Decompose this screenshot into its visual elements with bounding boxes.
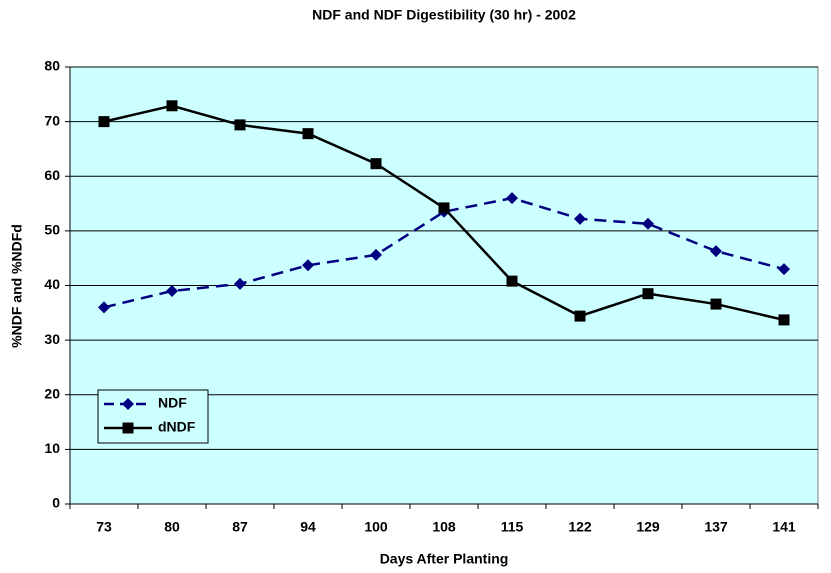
x-tick-label: 129 bbox=[636, 519, 660, 535]
x-tick-label: 94 bbox=[300, 519, 316, 535]
data-point bbox=[574, 212, 586, 225]
x-tick-label: 87 bbox=[232, 519, 248, 535]
data-point bbox=[710, 298, 722, 310]
data-point bbox=[302, 128, 314, 140]
x-axis-label: Days After Planting bbox=[380, 551, 509, 567]
x-tick-label: 108 bbox=[432, 519, 456, 535]
data-point bbox=[710, 245, 722, 258]
legend-label: dNDF bbox=[158, 419, 196, 435]
legend-marker bbox=[122, 398, 134, 410]
data-point bbox=[438, 202, 450, 214]
data-point bbox=[506, 275, 518, 287]
x-tick-label: 115 bbox=[501, 519, 524, 535]
data-point bbox=[234, 119, 246, 131]
y-tick-label: 80 bbox=[44, 58, 60, 74]
y-tick-label: 60 bbox=[44, 167, 60, 183]
y-axis-label: %NDF and %NDFd bbox=[9, 224, 25, 348]
data-point bbox=[642, 288, 654, 300]
legend-box bbox=[97, 389, 209, 444]
data-point bbox=[98, 116, 110, 128]
x-tick-label: 141 bbox=[772, 519, 796, 535]
data-point bbox=[302, 259, 314, 272]
series-line bbox=[103, 196, 785, 309]
data-point bbox=[778, 314, 790, 326]
y-tick-label: 40 bbox=[44, 276, 60, 292]
y-tick-label: 20 bbox=[44, 385, 60, 401]
data-point bbox=[98, 301, 110, 314]
x-tick-label: 137 bbox=[704, 519, 728, 535]
data-point bbox=[506, 192, 518, 205]
x-tick-label: 100 bbox=[364, 519, 388, 535]
data-point bbox=[642, 217, 654, 230]
data-point bbox=[370, 248, 382, 261]
data-point bbox=[234, 277, 246, 290]
data-point bbox=[166, 284, 178, 297]
y-tick-label: 30 bbox=[44, 331, 60, 347]
x-tick-label: 122 bbox=[568, 519, 592, 535]
y-tick-label: 0 bbox=[52, 495, 60, 511]
chart-title: NDF and NDF Digestibility (30 hr) - 2002 bbox=[312, 7, 576, 23]
data-point bbox=[574, 310, 586, 322]
legend-label: NDF bbox=[158, 395, 187, 411]
data-point bbox=[778, 263, 790, 276]
y-tick-label: 50 bbox=[44, 222, 60, 238]
data-point bbox=[370, 158, 382, 170]
x-tick-label: 80 bbox=[164, 519, 180, 535]
legend-marker bbox=[122, 422, 134, 434]
y-tick-label: 70 bbox=[44, 112, 60, 128]
y-tick-label: 10 bbox=[44, 440, 60, 456]
x-tick-label: 73 bbox=[96, 519, 112, 535]
data-point bbox=[166, 100, 178, 112]
